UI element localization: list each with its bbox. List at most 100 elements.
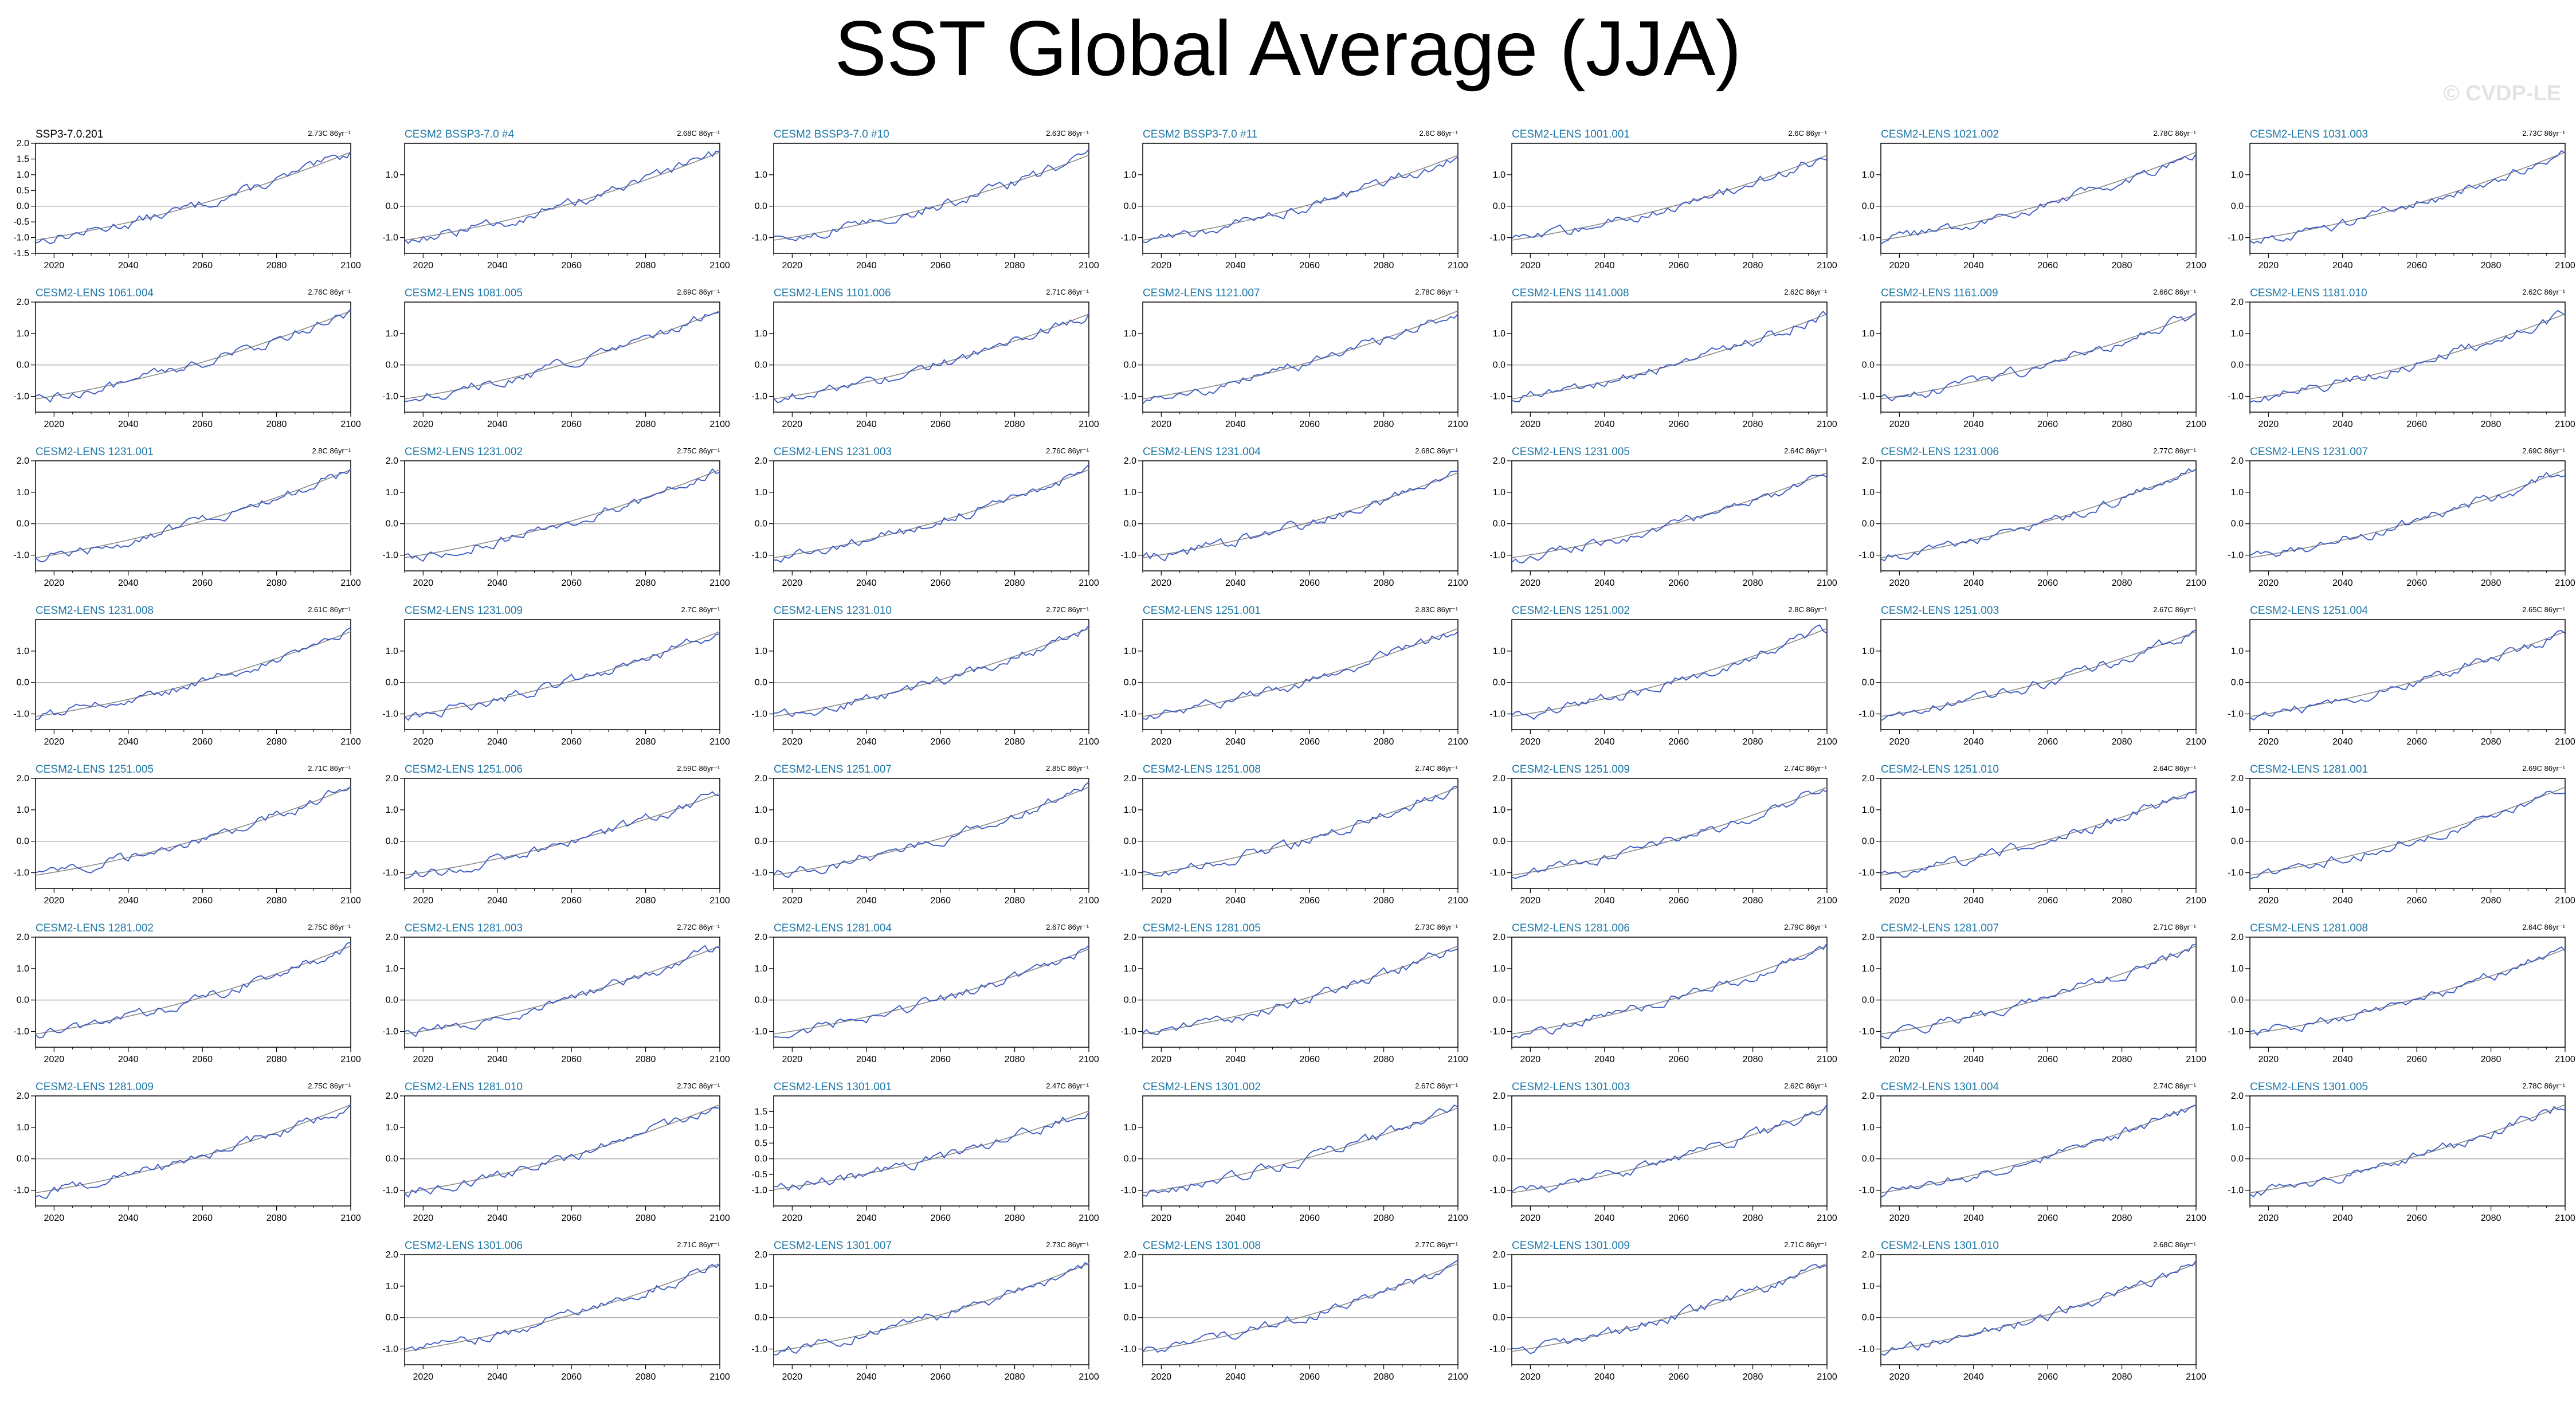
series-line-mean [773, 314, 1089, 400]
y-tick-label: 0.0 [1862, 837, 1875, 847]
x-tick-label: 2060 [1299, 1372, 1320, 1382]
x-tick-label: 2080 [1374, 737, 1394, 747]
panel-label: CESM2-LENS 1251.010 [1881, 763, 1999, 776]
y-tick-label: 1.0 [1124, 964, 1136, 974]
y-tick-label: 0.0 [1493, 361, 1505, 370]
y-tick-label: 1.0 [386, 1123, 398, 1133]
panel-label: CESM2-LENS 1281.004 [774, 922, 892, 934]
y-tick-label: 1.0 [386, 329, 398, 339]
panel-chart: CESM2-LENS 1021.002 2.78C 86yr⁻¹ 1.0 0.0 -1.… [1859, 128, 2206, 271]
x-tick-label: 2080 [2112, 1372, 2132, 1382]
x-tick-label: 2100 [1079, 1213, 1099, 1223]
panel-label: CESM2-LENS 1281.003 [405, 922, 523, 934]
series-line-mean [1880, 1263, 2197, 1352]
x-tick-label: 2040 [1963, 1055, 1984, 1064]
plot-frame [1880, 778, 2197, 889]
y-tick-label: 1.0 [755, 170, 767, 180]
series-line-member [1142, 314, 1458, 404]
panel-label: CESM2-LENS 1281.009 [36, 1081, 154, 1093]
x-tick-label: 2060 [1668, 1055, 1689, 1064]
x-tick-label: 2020 [782, 737, 803, 747]
x-tick-label: 2080 [266, 261, 287, 271]
panel-label: CESM2-LENS 1251.008 [1143, 763, 1261, 776]
plot-frame [1142, 937, 1458, 1048]
panel-chart: CESM2-LENS 1301.004 2.74C 86yr⁻¹ 2.0 1.0 0.0… [1859, 1081, 2206, 1223]
y-tick-label: 0.0 [1124, 202, 1136, 212]
panel-chart: CESM2-LENS 1001.001 2.6C 86yr⁻¹ 1.0 0.0 -1.0… [1489, 128, 1837, 271]
y-tick-label: 2.0 [1862, 933, 1875, 942]
panel-label: CESM2-LENS 1251.005 [36, 763, 154, 776]
plot-frame [404, 619, 720, 730]
panel-14: CESM2-LENS 1231.001 2.8C 86yr⁻¹ 2.0 1.0 0.0 -… [0, 438, 369, 588]
series-line-mean [1880, 314, 2197, 400]
x-tick-label: 2080 [1005, 1055, 1025, 1064]
y-tick-label: -1.0 [1859, 392, 1875, 402]
y-tick-label: 2.0 [1862, 456, 1875, 466]
x-tick-label: 2040 [487, 737, 508, 747]
x-tick-label: 2080 [266, 420, 287, 429]
series-line-member [1880, 790, 2197, 878]
x-tick-label: 2040 [1225, 1055, 1246, 1064]
y-tick-label: -1.0 [1120, 1345, 1136, 1354]
x-tick-label: 2060 [1299, 578, 1320, 588]
panel-chart: CESM2-LENS 1251.008 2.74C 86yr⁻¹ 2.0 1.0 0.0… [1120, 763, 1468, 906]
x-tick-label: 2100 [709, 1055, 730, 1064]
panel-12: CESM2-LENS 1161.009 2.66C 86yr⁻¹ 1.0 0.0 -1.… [1845, 279, 2214, 429]
series-line-member [1142, 785, 1458, 877]
x-tick-label: 2080 [2112, 1213, 2132, 1223]
series-line-mean [1880, 945, 2197, 1035]
x-tick-label: 2020 [413, 261, 434, 271]
panel-trend: 2.78C 86yr⁻¹ [1415, 288, 1458, 296]
y-tick-label: -1.0 [382, 1186, 398, 1196]
panel-trend: 2.62C 86yr⁻¹ [1784, 1082, 1827, 1090]
y-tick-label: 0.0 [755, 996, 767, 1005]
plot-frame [1511, 301, 1828, 413]
series-line-member [1880, 1105, 2197, 1198]
y-tick-label: 0.0 [17, 837, 29, 847]
y-tick-label: -1.0 [1859, 551, 1875, 561]
x-tick-label: 2100 [1079, 578, 1099, 588]
x-tick-label: 2100 [1079, 420, 1099, 429]
panel-44: CESM2-LENS 1301.001 2.47C 86yr⁻¹ 1.5 1.0 0.5… [738, 1073, 1107, 1223]
y-tick-label: 1.0 [17, 805, 29, 815]
x-tick-label: 2080 [1743, 896, 1763, 906]
panel-7: CESM2-LENS 1061.004 2.76C 86yr⁻¹ 2.0 1.0 0.0… [0, 279, 369, 429]
x-tick-label: 2100 [1448, 578, 1468, 588]
x-tick-label: 2100 [2555, 578, 2575, 588]
x-tick-label: 2080 [1743, 420, 1763, 429]
series-line-mean [2249, 1104, 2566, 1193]
panel-trend: 2.68C 86yr⁻¹ [677, 129, 720, 138]
x-tick-label: 2080 [1374, 1213, 1394, 1223]
x-tick-label: 2020 [2259, 578, 2279, 588]
series-line-mean [1511, 945, 1828, 1035]
x-tick-label: 2100 [1448, 1055, 1468, 1064]
panel-25: CESM2-LENS 1251.002 2.8C 86yr⁻¹ 1.0 0.0 -1.0… [1476, 597, 1845, 747]
x-tick-label: 2100 [1817, 261, 1837, 271]
x-tick-label: 2020 [44, 261, 65, 271]
plot-frame [35, 301, 351, 413]
series-line-mean [1880, 790, 2197, 876]
x-tick-label: 2040 [2332, 1055, 2353, 1064]
series-line-member [35, 627, 351, 720]
y-tick-label: 1.0 [1862, 647, 1875, 656]
panel-label: CESM2-LENS 1281.002 [36, 922, 154, 934]
y-tick-label: 0.0 [1124, 1313, 1136, 1323]
y-tick-label: 1.0 [17, 964, 29, 974]
x-tick-label: 2020 [1151, 896, 1172, 906]
y-tick-label: 0.0 [755, 1313, 767, 1323]
plot-frame [35, 460, 351, 571]
x-tick-label: 2080 [1743, 1213, 1763, 1223]
y-tick-label: -1.0 [2228, 710, 2244, 719]
x-tick-label: 2080 [1374, 1055, 1394, 1064]
y-tick-label: 1.0 [1124, 170, 1136, 180]
panel-label: CESM2-LENS 1081.005 [405, 287, 523, 299]
panel-chart: CESM2-LENS 1251.005 2.71C 86yr⁻¹ 2.0 1.0 0.0… [13, 763, 360, 906]
y-tick-label: 0.0 [386, 678, 398, 688]
y-tick-label: 0.0 [1862, 361, 1875, 370]
x-tick-label: 2020 [1151, 1372, 1172, 1382]
panel-51: CESM2-LENS 1301.008 2.77C 86yr⁻¹ 2.0 1.0 0.0… [1107, 1232, 1476, 1382]
y-tick-label: 0.0 [17, 202, 29, 212]
panel-23: CESM2-LENS 1231.010 2.72C 86yr⁻¹ 1.0 0.0 -1.… [738, 597, 1107, 747]
plot-frame [1880, 143, 2197, 254]
y-tick-label: -1.0 [382, 233, 398, 243]
